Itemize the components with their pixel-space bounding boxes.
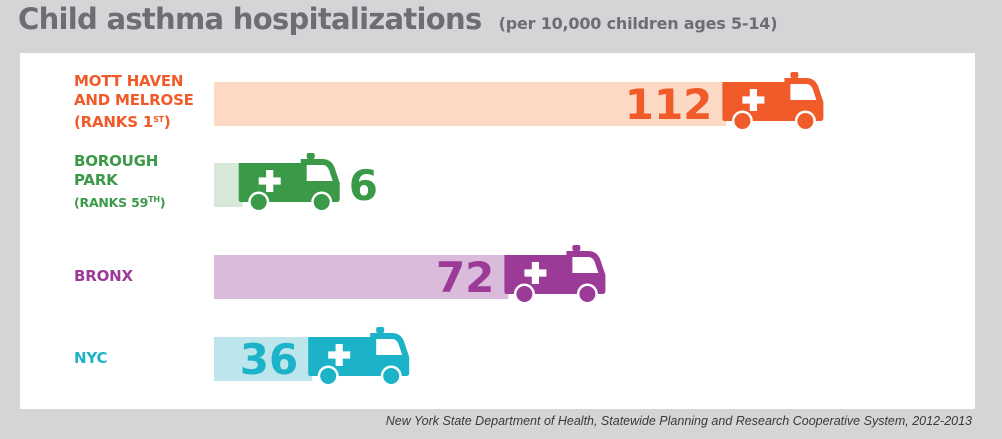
- rear-wheel: [516, 286, 533, 302]
- cross-icon: [328, 344, 351, 366]
- rear-wheel: [320, 368, 337, 384]
- label-text: MOTT HAVEN: [74, 72, 184, 90]
- ambulance-icon: [238, 153, 340, 213]
- cross-icon: [258, 170, 281, 192]
- bar-mott: [214, 82, 727, 126]
- cross-icon: [742, 89, 765, 111]
- chart-header: Child asthma hospitalizations (per 10,00…: [18, 2, 778, 36]
- rear-wheel: [250, 194, 267, 210]
- category-label-bronx: BRONX: [74, 267, 133, 286]
- ambulance-light: [306, 153, 315, 159]
- front-wheel: [383, 368, 400, 384]
- category-label-line: (RANKS 1ST): [74, 110, 194, 132]
- category-label-borough: BOROUGH PARK (RANKS 59TH): [74, 152, 166, 212]
- ambulance-light: [572, 245, 581, 251]
- value-label-mott: 112: [625, 80, 713, 129]
- front-wheel: [579, 286, 596, 302]
- category-label-line: AND MELROSE: [74, 91, 194, 110]
- ambulance-light: [790, 72, 799, 78]
- front-wheel: [313, 194, 330, 210]
- category-label-line: PARK: [74, 171, 165, 190]
- ambulance-window: [306, 165, 333, 181]
- bar-group-bronx: 72: [214, 245, 606, 305]
- bar-group-borough: 6: [214, 153, 378, 213]
- label-text: BRONX: [74, 267, 133, 285]
- ambulance-window: [376, 339, 403, 355]
- source-note: New York State Department of Health, Sta…: [385, 414, 972, 428]
- bar-borough: [214, 163, 243, 207]
- ambulance-window: [572, 257, 599, 273]
- value-label-bronx: 72: [436, 253, 494, 302]
- bar-group-mott: 112: [214, 72, 824, 132]
- cross-icon: [524, 262, 547, 284]
- category-label-line: BRONX: [74, 267, 133, 286]
- bar-bronx: [214, 255, 509, 299]
- bar-group-nyc: 36: [214, 327, 410, 387]
- rear-wheel: [734, 113, 751, 129]
- label-superscript: TH: [148, 195, 160, 204]
- category-label-line: NYC: [74, 349, 107, 368]
- ambulance-window: [790, 84, 817, 100]
- label-tail: ): [163, 113, 171, 131]
- category-label-line: BOROUGH: [74, 152, 165, 171]
- category-label-nyc: NYC: [74, 349, 107, 368]
- front-wheel: [797, 113, 814, 129]
- label-text: (RANKS 1: [74, 113, 154, 131]
- label-text: BOROUGH: [74, 152, 159, 170]
- category-label-line: MOTT HAVEN: [74, 72, 194, 91]
- ambulance-icon: [504, 245, 606, 305]
- label-superscript: ST: [153, 115, 164, 124]
- value-label-borough: 6: [349, 161, 378, 210]
- label-text: (RANKS 59: [74, 195, 149, 210]
- chart-title: Child asthma hospitalizations: [18, 2, 482, 36]
- ambulance-icon: [722, 72, 824, 132]
- value-label-nyc: 36: [240, 335, 298, 384]
- label-text: NYC: [74, 349, 108, 367]
- label-text: AND MELROSE: [74, 91, 194, 109]
- label-text: PARK: [74, 171, 118, 189]
- category-label-mott: MOTT HAVEN AND MELROSE (RANKS 1ST): [74, 72, 194, 132]
- category-label-line: (RANKS 59TH): [74, 190, 166, 212]
- chart-subtitle: (per 10,000 children ages 5-14): [498, 14, 778, 33]
- ambulance-icon: [308, 327, 410, 387]
- label-tail: ): [159, 195, 166, 210]
- ambulance-light: [376, 327, 385, 333]
- bar-nyc: [214, 337, 313, 381]
